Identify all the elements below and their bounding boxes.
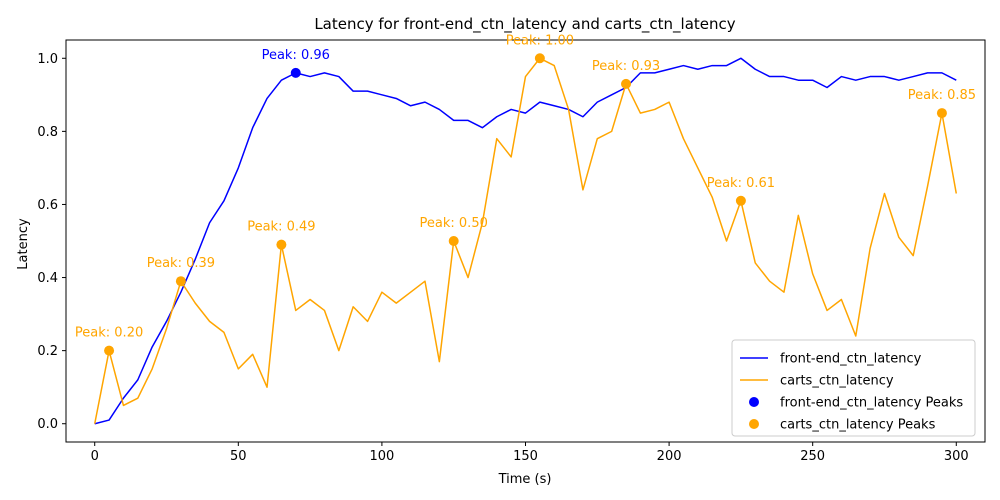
peak-marker-6 bbox=[621, 78, 632, 89]
x-axis-label: Time (s) bbox=[498, 472, 552, 487]
legend-box bbox=[731, 339, 976, 437]
peak-label-6: Peak: 0.93 bbox=[592, 59, 660, 74]
peak-marker-5 bbox=[534, 53, 545, 64]
legend-label-1: carts_ctn_latency bbox=[780, 374, 894, 389]
plot-area: 0 50 100 150 200 250 300 0.0 0.2 0.4 0.6 0.8 1.0 Peak… bbox=[37, 33, 986, 464]
peak-label-3: Peak: 0.49 bbox=[247, 220, 315, 235]
x-tick-label-1: 50 bbox=[230, 449, 247, 464]
y-tick-label-3: 0.6 bbox=[37, 198, 58, 213]
series-line-carts_ctn_latency bbox=[93, 57, 958, 424]
peak-label-2: Peak: 0.39 bbox=[147, 256, 215, 271]
peak-marker-8 bbox=[936, 108, 947, 119]
y-tick-label-0: 0.0 bbox=[37, 417, 58, 432]
y-tick-label-2: 0.4 bbox=[37, 271, 58, 286]
x-tick-label-6: 300 bbox=[944, 449, 969, 464]
peak-label-8: Peak: 0.85 bbox=[908, 88, 976, 103]
peak-label-4: Peak: 0.50 bbox=[420, 216, 488, 231]
legend-swatch-3 bbox=[749, 419, 759, 429]
legend-swatch-2 bbox=[749, 397, 759, 407]
legend-label-2: front-end_ctn_latency Peaks bbox=[780, 396, 963, 411]
x-tick-label-0: 0 bbox=[91, 449, 99, 464]
legend: front-end_ctn_latency carts_ctn_latencyfr… bbox=[731, 339, 976, 437]
peak-marker-3 bbox=[276, 239, 287, 250]
peak-label-1: Peak: 0.20 bbox=[75, 326, 143, 341]
peak-label-5: Peak: 1.00 bbox=[506, 33, 574, 48]
y-tick-label-5: 1.0 bbox=[37, 52, 58, 67]
y-tick-label-4: 0.8 bbox=[37, 125, 58, 140]
y-tick-label-1: 0.2 bbox=[37, 344, 58, 359]
x-tick-label-4: 200 bbox=[657, 449, 682, 464]
peak-marker-0 bbox=[290, 67, 301, 78]
series-line-front-end_ctn_latency bbox=[94, 57, 957, 425]
x-tick-label-3: 150 bbox=[513, 449, 538, 464]
peak-marker-4 bbox=[448, 236, 459, 246]
peak-label-7: Peak: 0.61 bbox=[707, 176, 775, 191]
peak-marker-1 bbox=[104, 345, 115, 356]
peak-marker-7 bbox=[735, 195, 746, 206]
chart-title: Latency for front-end_ctn_latency and ca… bbox=[314, 15, 735, 34]
legend-label-0: front-end_ctn_latency bbox=[780, 352, 922, 367]
peak-marker-2 bbox=[175, 276, 186, 287]
x-tick-label-5: 250 bbox=[800, 449, 825, 464]
peak-label-0: Peak: 0.96 bbox=[262, 48, 330, 63]
x-tick-label-2: 100 bbox=[369, 449, 394, 464]
y-axis-label: Latency bbox=[16, 218, 31, 270]
legend-label-3: carts_ctn_latency Peaks bbox=[780, 418, 936, 433]
